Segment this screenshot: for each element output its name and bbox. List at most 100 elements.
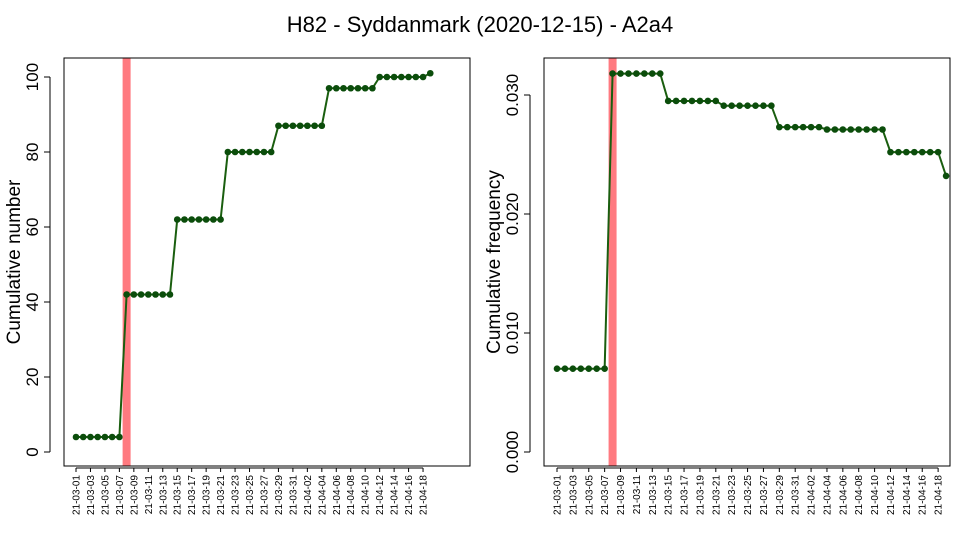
x-tick-label: 21-04-10 [361,475,372,515]
data-point [376,73,383,81]
x-tick-label: 21-03-13 [648,475,659,515]
x-tick-label: 21-03-03 [86,475,97,515]
x-tick-label: 21-03-11 [632,475,643,515]
x-tick-label: 21-04-10 [870,475,881,515]
data-point [173,216,181,223]
data-point [633,70,640,77]
data-point [656,70,664,77]
x-tick-label: 21-03-13 [158,475,169,515]
x-tick-label: 21-03-11 [144,475,155,515]
data-point [752,102,759,110]
data-point [918,148,926,156]
data-point [325,84,333,92]
data-point [561,365,569,373]
y-tick-label: 40 [23,293,42,312]
data-point [744,102,751,110]
x-tick-label: 21-03-27 [259,475,270,515]
y-tick-label: 20 [23,368,42,387]
data-point [903,148,910,156]
y-tick-label: 80 [23,143,42,162]
data-point [926,148,934,156]
data-point [79,433,87,441]
data-point [202,216,210,223]
data-point [776,123,783,131]
data-point [361,84,369,92]
data-point [145,291,152,298]
y-axis-label: Cumulative frequency [484,170,505,354]
x-tick-label: 21-03-19 [695,475,706,515]
data-point [72,433,80,441]
x-tick-label: 21-04-16 [404,475,415,515]
x-tick-label: 21-03-07 [115,475,126,515]
data-point [94,433,101,441]
data-point [246,148,253,156]
x-tick-label: 21-03-09 [616,475,627,515]
x-tick-label: 21-03-07 [600,475,611,515]
x-tick-label: 21-03-15 [664,475,675,515]
x-tick-label: 21-04-14 [390,475,401,515]
data-point [260,148,268,156]
data-point [815,123,823,131]
data-point [704,97,712,105]
y-tick-label: 0.000 [503,431,522,474]
x-tick-label: 21-03-17 [187,475,198,515]
x-tick-label: 21-03-27 [759,475,770,515]
data-point [855,126,863,133]
data-point [137,291,145,298]
x-tick-label: 21-03-23 [727,475,738,515]
x-tick-label: 21-03-09 [129,475,140,515]
y-tick-label: 0.020 [503,193,522,236]
x-tick-label: 21-04-08 [854,475,865,515]
chart-panel-2: 0.000 0.010 0.020 0.030 Cumulative frequency… [484,57,951,515]
data-point [672,97,680,105]
data-point [768,102,775,110]
data-point [728,102,735,110]
x-tick-label: 21-04-08 [346,475,357,515]
data-point [304,122,311,130]
data-point [108,433,116,441]
data-point [879,126,886,133]
data-point [412,73,420,81]
x-tick-label: 21-03-05 [584,475,595,515]
data-point [195,216,203,223]
data-point [736,102,743,110]
x-tick-label: 21-03-29 [274,475,285,515]
data-point [712,97,720,105]
x-tick-label: 21-03-23 [231,475,242,515]
x-tick-label: 21-04-12 [886,475,897,515]
x-tick-label: 21-04-14 [902,475,913,515]
x-tick-label: 21-03-21 [711,475,722,515]
x-tick-label: 21-04-12 [375,475,386,515]
x-tick-label: 21-03-19 [202,475,213,515]
x-tick-label: 21-03-25 [743,475,754,515]
data-point [664,97,672,105]
y-tick-label: 0.010 [503,312,522,355]
data-point [839,126,847,133]
x-tick-label: 21-04-06 [838,475,849,515]
x-tick-label: 21-03-15 [173,475,184,515]
data-point [426,69,434,77]
data-point [799,123,807,131]
x-tick-label: 21-04-04 [822,475,833,515]
data-point [267,148,275,156]
y-tick-label: 0.030 [503,74,522,117]
x-tick-label: 21-03-31 [288,475,299,515]
data-point [577,365,585,373]
data-point [296,122,304,130]
data-point [807,123,815,131]
x-tick-label: 21-03-31 [791,475,802,515]
y-tick-label: 0 [23,447,42,456]
data-point [625,70,632,77]
data-point [311,122,318,130]
data-point [238,148,246,156]
data-point [871,126,878,133]
data-point [720,102,728,110]
x-tick-label: 21-04-18 [934,475,945,515]
data-point [696,97,704,105]
data-point [289,122,297,130]
data-point [383,73,391,81]
data-point [569,365,577,373]
data-point [166,291,174,298]
